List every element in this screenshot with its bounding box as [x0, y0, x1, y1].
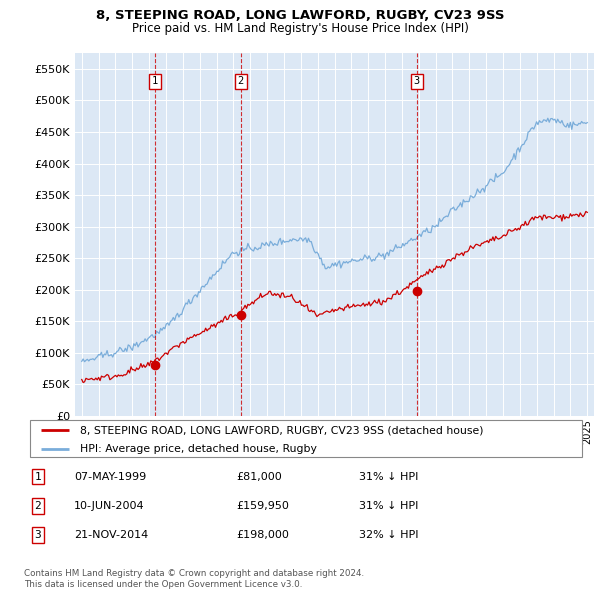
- Text: £81,000: £81,000: [236, 471, 282, 481]
- Text: HPI: Average price, detached house, Rugby: HPI: Average price, detached house, Rugb…: [80, 444, 317, 454]
- Text: 2: 2: [238, 77, 244, 87]
- Text: 10-JUN-2004: 10-JUN-2004: [74, 501, 145, 511]
- Text: 31% ↓ HPI: 31% ↓ HPI: [359, 501, 418, 511]
- Text: 21-NOV-2014: 21-NOV-2014: [74, 530, 148, 540]
- Text: 31% ↓ HPI: 31% ↓ HPI: [359, 471, 418, 481]
- Text: 8, STEEPING ROAD, LONG LAWFORD, RUGBY, CV23 9SS: 8, STEEPING ROAD, LONG LAWFORD, RUGBY, C…: [96, 9, 504, 22]
- Text: Contains HM Land Registry data © Crown copyright and database right 2024.
This d: Contains HM Land Registry data © Crown c…: [24, 569, 364, 589]
- Text: 2: 2: [35, 501, 41, 511]
- Text: 32% ↓ HPI: 32% ↓ HPI: [359, 530, 418, 540]
- Text: 8, STEEPING ROAD, LONG LAWFORD, RUGBY, CV23 9SS (detached house): 8, STEEPING ROAD, LONG LAWFORD, RUGBY, C…: [80, 425, 483, 435]
- Text: £198,000: £198,000: [236, 530, 289, 540]
- Text: Price paid vs. HM Land Registry's House Price Index (HPI): Price paid vs. HM Land Registry's House …: [131, 22, 469, 35]
- Text: 3: 3: [414, 77, 420, 87]
- FancyBboxPatch shape: [30, 420, 582, 457]
- Text: 07-MAY-1999: 07-MAY-1999: [74, 471, 146, 481]
- Text: 1: 1: [35, 471, 41, 481]
- Text: £159,950: £159,950: [236, 501, 289, 511]
- Text: 1: 1: [152, 77, 158, 87]
- Text: 3: 3: [35, 530, 41, 540]
